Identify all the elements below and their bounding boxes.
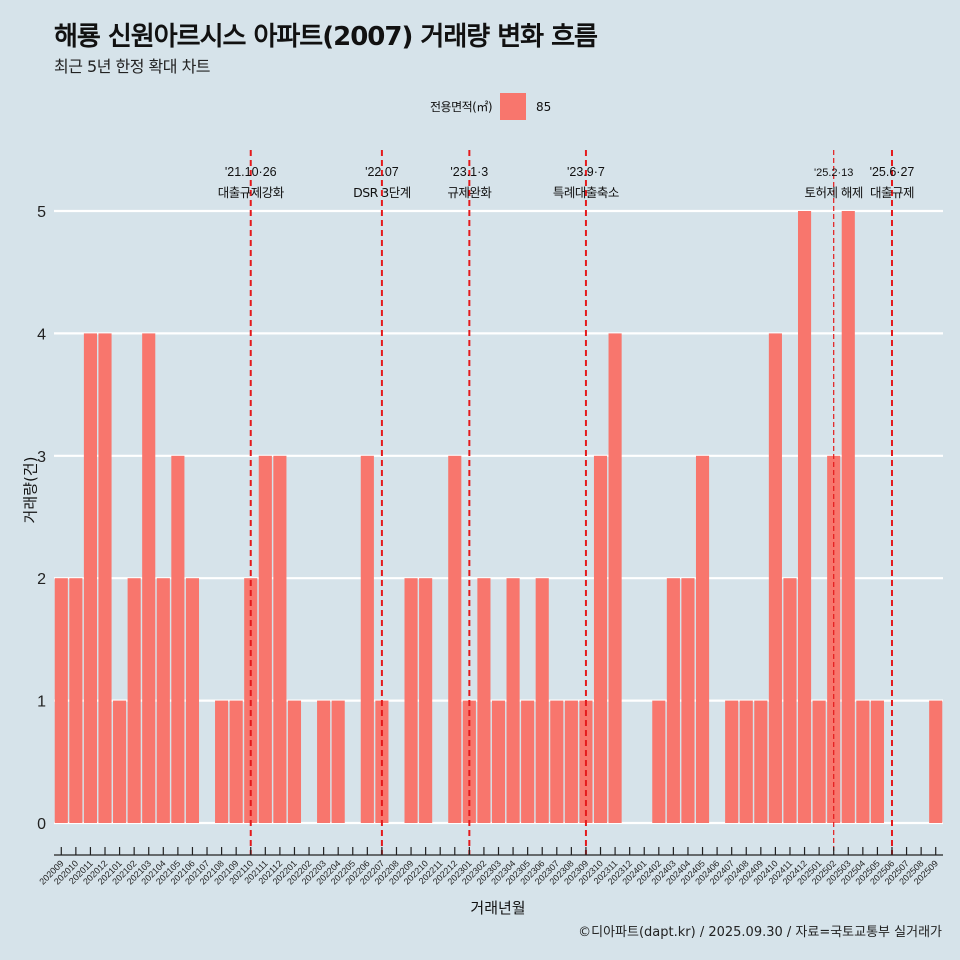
bar-202212 (448, 455, 462, 823)
x-axis-title: 거래년월 (470, 899, 526, 917)
bar-202412 (797, 211, 812, 823)
y-axis-title: 거래량(건) (21, 456, 40, 524)
event-date: '25.6·27 (870, 165, 915, 179)
y-tick-label: 2 (37, 571, 46, 588)
bar-202209 (404, 578, 418, 823)
event-label: 규제완화 (447, 185, 492, 200)
bar-202012 (98, 333, 112, 823)
bar-202505 (870, 700, 884, 823)
bar-202304 (506, 578, 520, 823)
bar-202509 (929, 700, 943, 823)
y-tick-label: 5 (37, 204, 46, 221)
event-lines: '21.10·26 대출규제강화 '22.07 DSR 3단계 '23.1·3 규제완화 '… (218, 150, 915, 855)
legend: 전용면적(㎡) 85 (430, 93, 551, 120)
bar-202409 (754, 700, 768, 823)
bar-202407 (725, 700, 739, 823)
bar-202308 (564, 700, 578, 823)
bar-202201 (287, 700, 302, 823)
chart-title: 해룡 신원아르시스 아파트(2007) 거래량 변화 흐름 (54, 22, 598, 52)
bar-202310 (593, 455, 608, 823)
y-tick-label: 4 (37, 326, 46, 343)
bar-202311 (608, 333, 622, 823)
bar-202112 (273, 455, 287, 823)
bars (54, 211, 943, 823)
y-axis-ticks: 0 1 2 3 4 5 (37, 204, 46, 833)
x-axis: 2020092020102020112020122021012021022021… (37, 847, 943, 887)
bar-202009 (54, 578, 68, 823)
bar-202011 (83, 333, 97, 823)
bar-202303 (491, 700, 506, 823)
event-date: '25.2·13 (814, 167, 853, 179)
event-date: '23.9·7 (567, 165, 605, 179)
bar-202104 (156, 578, 170, 823)
event-label: 대출규제강화 (218, 185, 285, 200)
event-date: '23.1·3 (450, 165, 488, 179)
chart-subtitle: 최근 5년 한정 확대 차트 (54, 57, 211, 76)
y-tick-label: 0 (37, 816, 46, 833)
y-tick-label: 3 (37, 449, 46, 466)
event-label: 대출규제 (870, 185, 914, 200)
event-label: 토허제 해제 (804, 185, 862, 200)
bar-202105 (171, 455, 185, 823)
event-label: 특례대출축소 (553, 185, 619, 200)
bar-202306 (535, 578, 549, 823)
bar-202411 (783, 578, 797, 823)
bar-202101 (113, 700, 127, 823)
bar-202501 (812, 700, 826, 823)
bar-202404 (681, 578, 695, 823)
bar-202106 (185, 578, 200, 823)
bar-202402 (652, 700, 666, 823)
bar-202204 (331, 700, 345, 823)
bar-202408 (739, 700, 753, 823)
event-date: '22.07 (365, 165, 399, 179)
event-label: DSR 3단계 (353, 185, 411, 200)
y-tick-label: 1 (37, 694, 46, 711)
bar-202307 (550, 700, 564, 823)
bar-202305 (521, 700, 535, 823)
event-date: '21.10·26 (225, 165, 277, 179)
bar-202102 (127, 578, 141, 823)
legend-label: 85 (536, 99, 552, 114)
bar-202405 (695, 455, 710, 823)
bar-202410 (768, 333, 782, 823)
bar-202203 (317, 700, 331, 823)
bar-202111 (258, 455, 272, 823)
bar-202109 (229, 700, 243, 823)
bar-202210 (419, 578, 433, 823)
bar-202504 (856, 700, 870, 823)
legend-key (500, 93, 527, 120)
bar-202403 (666, 578, 680, 823)
bar-202302 (477, 578, 491, 823)
legend-title: 전용면적(㎡) (430, 100, 493, 114)
bar-202010 (69, 578, 83, 823)
bar-202108 (215, 700, 229, 823)
bar-202103 (142, 333, 156, 823)
source-caption: ©디아파트(dapt.kr) / 2025.09.30 / 자료=국토교통부 실… (578, 925, 942, 940)
bar-202206 (360, 455, 374, 823)
bar-202503 (841, 211, 855, 823)
